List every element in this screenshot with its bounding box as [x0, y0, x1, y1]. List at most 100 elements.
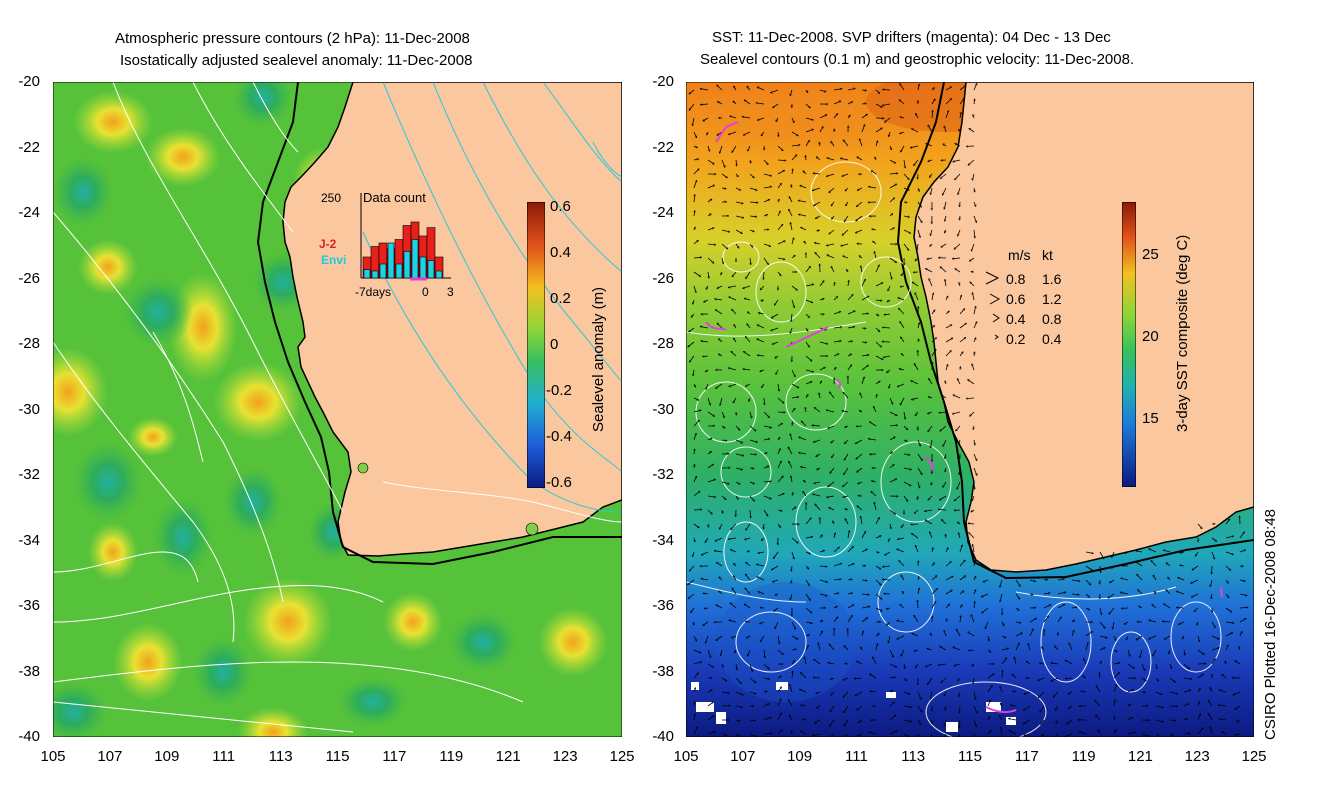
longitude-tick-label: 113: [901, 748, 926, 765]
velocity-vector: [1085, 579, 1091, 585]
velocity-vector: [1113, 649, 1117, 652]
inset-bar-envi: [411, 239, 419, 279]
velocity-vector: [959, 691, 961, 697]
velocity-vector: [763, 271, 764, 279]
velocity-vector: [827, 158, 835, 161]
velocity-vector: [1057, 617, 1061, 623]
velocity-vector: [928, 411, 933, 414]
velocity-vector: [931, 576, 937, 581]
velocity-vector: [1184, 649, 1185, 655]
velocity-vector: [940, 173, 947, 179]
velocity-vector: [733, 576, 737, 581]
velocity-vector: [1211, 593, 1212, 599]
latitude-tick-label: -24: [652, 204, 674, 221]
velocity-vector: [777, 437, 780, 441]
velocity-vector: [817, 467, 821, 470]
velocity-vector: [875, 536, 881, 539]
velocity-vector: [847, 341, 853, 342]
velocity-vector: [912, 533, 919, 539]
velocity-vector: [939, 412, 947, 413]
velocity-vector: [974, 187, 975, 192]
velocity-vector: [959, 129, 960, 133]
velocity-vector: [959, 352, 963, 357]
velocity-vector: [749, 187, 757, 190]
velocity-vector: [943, 144, 947, 147]
velocity-vector: [929, 173, 933, 177]
velocity-vector: [817, 230, 821, 231]
velocity-vector: [982, 607, 989, 613]
velocity-vector: [1113, 673, 1120, 679]
velocity-vector: [888, 635, 891, 643]
velocity-vector: [855, 439, 863, 444]
latitude-tick-label: -28: [652, 335, 674, 352]
velocity-vector: [1211, 551, 1215, 559]
velocity-vector: [898, 298, 905, 301]
velocity-vector: [929, 279, 933, 287]
velocity-vector: [985, 621, 989, 629]
velocity-vector: [903, 159, 905, 168]
velocity-vector: [845, 426, 849, 427]
sla-cool-blobs: [53, 82, 518, 737]
longitude-tick-label: 117: [382, 748, 407, 765]
latitude-tick-label: -20: [652, 73, 674, 90]
velocity-vector: [959, 545, 962, 553]
velocity-vector: [945, 705, 946, 710]
velocity-vector: [791, 661, 795, 665]
velocity-vector: [926, 144, 933, 147]
velocity-vector: [805, 395, 808, 399]
latitude-tick-label: -32: [652, 466, 674, 483]
velocity-vector: [1096, 686, 1101, 693]
velocity-vector: [805, 593, 810, 601]
land-pressure-contours: [362, 82, 622, 513]
velocity-vector: [983, 579, 989, 582]
velocity-vector: [791, 155, 797, 161]
longitude-tick-label: 109: [787, 748, 813, 765]
velocity-vector: [972, 173, 975, 180]
velocity-vector: [763, 243, 771, 246]
inset-x-left: -7days: [355, 285, 391, 299]
sla-colorbar-tick: 0.6: [550, 198, 571, 215]
longitude-tick-label: 113: [268, 748, 293, 765]
latitude-tick-label: -36: [652, 597, 674, 614]
velocity-vector: [955, 173, 961, 180]
velocity-vector: [832, 453, 835, 458]
velocity-vector: [833, 312, 841, 315]
velocity-vector: [1225, 607, 1232, 612]
velocity-vector: [1121, 578, 1129, 581]
velocity-vector: [750, 257, 751, 265]
velocity-vector: [719, 523, 723, 529]
velocity-vector: [858, 481, 863, 484]
velocity-vector: [1015, 643, 1019, 651]
velocity-vector: [708, 271, 709, 278]
velocity-vector: [707, 185, 715, 189]
velocity-vector: [805, 518, 811, 525]
sst-colorbar-label: 3-day SST composite (deg C): [1174, 234, 1191, 432]
velocity-vector: [689, 355, 695, 362]
velocity-vector: [931, 88, 934, 91]
velocity-vector: [861, 328, 866, 329]
inset-bar-envi: [387, 242, 395, 279]
velocity-vector: [719, 354, 723, 357]
velocity-vector: [1225, 579, 1228, 583]
velocity-vector: [691, 313, 695, 317]
speed-header-ms: m/s: [1008, 247, 1031, 263]
velocity-vector: [791, 255, 795, 259]
velocity-vector: [1197, 523, 1202, 529]
velocity-vector: [1178, 578, 1185, 581]
velocity-vector: [720, 145, 723, 153]
sla-colorbar: [527, 202, 545, 488]
velocity-vector: [833, 617, 838, 623]
velocity-vector: [847, 615, 852, 623]
velocity-vector: [721, 425, 725, 428]
velocity-vector: [707, 438, 712, 441]
velocity-vector: [1099, 607, 1102, 615]
velocity-vector: [889, 649, 894, 657]
velocity-vector: [777, 461, 781, 469]
velocity-vector: [903, 243, 909, 250]
velocity-vector: [931, 481, 932, 485]
velocity-vector: [900, 117, 905, 118]
velocity-vector: [1084, 658, 1087, 665]
velocity-vector: [875, 341, 881, 347]
velocity-vector: [945, 87, 952, 91]
velocity-vector: [1138, 590, 1143, 595]
